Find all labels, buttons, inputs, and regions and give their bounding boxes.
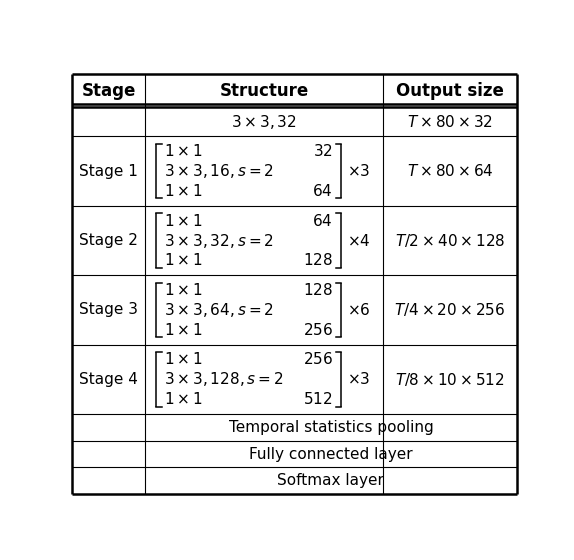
Text: Stage: Stage: [82, 82, 135, 100]
Text: $128$: $128$: [303, 282, 333, 298]
Text: $256$: $256$: [302, 352, 333, 367]
Text: $1 \times 1$: $1 \times 1$: [164, 282, 203, 298]
Text: $T/8 \times 10 \times 512$: $T/8 \times 10 \times 512$: [395, 371, 505, 388]
Text: Stage 1: Stage 1: [79, 164, 138, 179]
Text: Fully connected layer: Fully connected layer: [249, 446, 413, 461]
Text: $\times 6$: $\times 6$: [347, 302, 370, 318]
Text: $3 \times 3, 64, s = 2$: $3 \times 3, 64, s = 2$: [164, 301, 274, 319]
Text: Stage 4: Stage 4: [79, 372, 138, 387]
Text: $64$: $64$: [312, 213, 333, 228]
Text: $3 \times 3, 32, s = 2$: $3 \times 3, 32, s = 2$: [164, 231, 274, 250]
Text: Output size: Output size: [396, 82, 504, 100]
Text: $\times 3$: $\times 3$: [347, 163, 370, 179]
Text: Softmax layer: Softmax layer: [277, 473, 385, 488]
Text: $T \times 80 \times 32$: $T \times 80 \times 32$: [407, 114, 493, 130]
Text: Stage 2: Stage 2: [79, 233, 138, 248]
Text: $T \times 80 \times 64$: $T \times 80 \times 64$: [406, 163, 493, 179]
Text: $T/2 \times 40 \times 128$: $T/2 \times 40 \times 128$: [395, 232, 505, 249]
Text: $3 \times 3, 16, s = 2$: $3 \times 3, 16, s = 2$: [164, 162, 274, 180]
Text: $256$: $256$: [302, 321, 333, 338]
Text: $T/4 \times 20 \times 256$: $T/4 \times 20 \times 256$: [394, 301, 506, 319]
Text: Stage 3: Stage 3: [79, 302, 138, 318]
Text: $1 \times 1$: $1 \times 1$: [164, 253, 203, 268]
Text: $1 \times 1$: $1 \times 1$: [164, 183, 203, 199]
Text: $32$: $32$: [313, 143, 333, 160]
Text: Structure: Structure: [219, 82, 309, 100]
Text: $1 \times 1$: $1 \times 1$: [164, 143, 203, 160]
Text: $\times 3$: $\times 3$: [347, 371, 370, 388]
Text: $1 \times 1$: $1 \times 1$: [164, 213, 203, 228]
Text: $3 \times 3, 32$: $3 \times 3, 32$: [231, 113, 297, 131]
Text: Temporal statistics pooling: Temporal statistics pooling: [228, 420, 433, 435]
Text: $1 \times 1$: $1 \times 1$: [164, 352, 203, 367]
Text: $1 \times 1$: $1 \times 1$: [164, 391, 203, 407]
Text: $\times 4$: $\times 4$: [347, 232, 370, 249]
Text: $1 \times 1$: $1 \times 1$: [164, 321, 203, 338]
Text: $512$: $512$: [303, 391, 333, 407]
Text: $3 \times 3, 128, s = 2$: $3 \times 3, 128, s = 2$: [164, 370, 284, 388]
Text: $64$: $64$: [312, 183, 333, 199]
Text: $128$: $128$: [303, 253, 333, 268]
